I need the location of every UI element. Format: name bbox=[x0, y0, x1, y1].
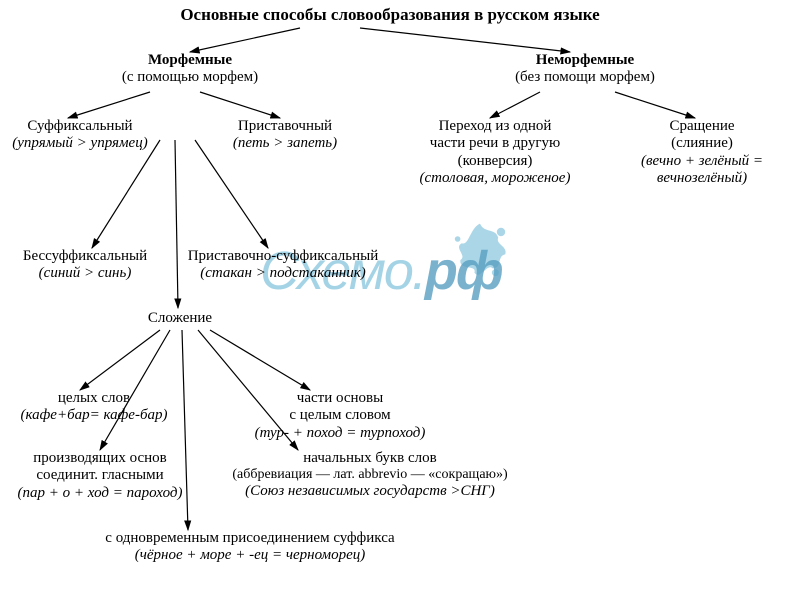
withsuf-block: с одновременным присоединением суффикса … bbox=[60, 530, 440, 565]
whole-ex: (кафе+бар= кафе-бар) bbox=[4, 407, 184, 424]
stemword-l1: части основы bbox=[230, 390, 450, 407]
prefixal-name: Приставочный bbox=[215, 118, 355, 135]
nonmorphemic-block: Неморфемные (без помощи морфем) bbox=[490, 52, 680, 87]
zerosuffix-block: Бессуффиксальный (синий > синь) bbox=[0, 248, 170, 283]
conversion-ex: (столовая, мороженое) bbox=[400, 170, 590, 187]
stems-block: производящих основ соединит. гласными (п… bbox=[0, 450, 200, 502]
initials-l2: (аббревиация — лат. abbrevio — «сокращаю… bbox=[200, 467, 540, 483]
diagram-title: Основные способы словообразования в русс… bbox=[130, 5, 650, 25]
initials-block: начальных букв слов (аббревиация — лат. … bbox=[200, 450, 540, 501]
prefsuff-name: Приставочно-суффиксальный bbox=[168, 248, 398, 265]
prefsuff-block: Приставочно-суффиксальный (стакан > подс… bbox=[168, 248, 398, 283]
whole-block: целых слов (кафе+бар= кафе-бар) bbox=[4, 390, 184, 425]
watermark-suffix: рф bbox=[425, 241, 502, 301]
compounding-node: Сложение bbox=[130, 310, 230, 327]
stems-ex: (пар + о + ход = пароход) bbox=[0, 485, 200, 502]
prefsuff-ex: (стакан > подстаканник) bbox=[168, 265, 398, 282]
zerosuffix-name: Бессуффиксальный bbox=[0, 248, 170, 265]
conversion-l1: Переход из одной bbox=[400, 118, 590, 135]
whole-l1: целых слов bbox=[4, 390, 184, 407]
withsuf-ex: (чёрное + море + -ец = черноморец) bbox=[60, 547, 440, 564]
stemword-l2: с целым словом bbox=[230, 407, 450, 424]
fusion-ex2: вечнозелёный) bbox=[622, 170, 782, 187]
fusion-l2: (слияние) bbox=[622, 135, 782, 152]
initials-l1: начальных букв слов bbox=[200, 450, 540, 467]
nonmorphemic-heading: Неморфемные bbox=[490, 52, 680, 69]
prefixal-ex: (петь > запеть) bbox=[215, 135, 355, 152]
stems-l1: производящих основ bbox=[0, 450, 200, 467]
morphemic-block: Морфемные (с помощью морфем) bbox=[105, 52, 275, 87]
stemword-block: части основы с целым словом (тур- + похо… bbox=[230, 390, 450, 442]
fusion-ex1: (вечно + зелёный = bbox=[622, 153, 782, 170]
nonmorphemic-sub: (без помощи морфем) bbox=[490, 69, 680, 86]
stems-l2: соединит. гласными bbox=[0, 467, 200, 484]
suffixal-ex: (упрямый > упрямец) bbox=[0, 135, 160, 152]
suffixal-name: Суффиксальный bbox=[0, 118, 160, 135]
fusion-block: Сращение (слияние) (вечно + зелёный = ве… bbox=[622, 118, 782, 187]
morphemic-heading: Морфемные bbox=[105, 52, 275, 69]
initials-ex: (Союз независимых государств >СНГ) bbox=[200, 483, 540, 500]
withsuf-l1: с одновременным присоединением суффикса bbox=[60, 530, 440, 547]
conversion-l3: (конверсия) bbox=[400, 153, 590, 170]
conversion-block: Переход из одной части речи в другую (ко… bbox=[400, 118, 590, 187]
prefixal-block: Приставочный (петь > запеть) bbox=[215, 118, 355, 153]
zerosuffix-ex: (синий > синь) bbox=[0, 265, 170, 282]
stemword-ex: (тур- + поход = турпоход) bbox=[230, 425, 450, 442]
morphemic-sub: (с помощью морфем) bbox=[105, 69, 275, 86]
conversion-l2: части речи в другую bbox=[400, 135, 590, 152]
fusion-l1: Сращение bbox=[622, 118, 782, 135]
suffixal-block: Суффиксальный (упрямый > упрямец) bbox=[0, 118, 160, 153]
